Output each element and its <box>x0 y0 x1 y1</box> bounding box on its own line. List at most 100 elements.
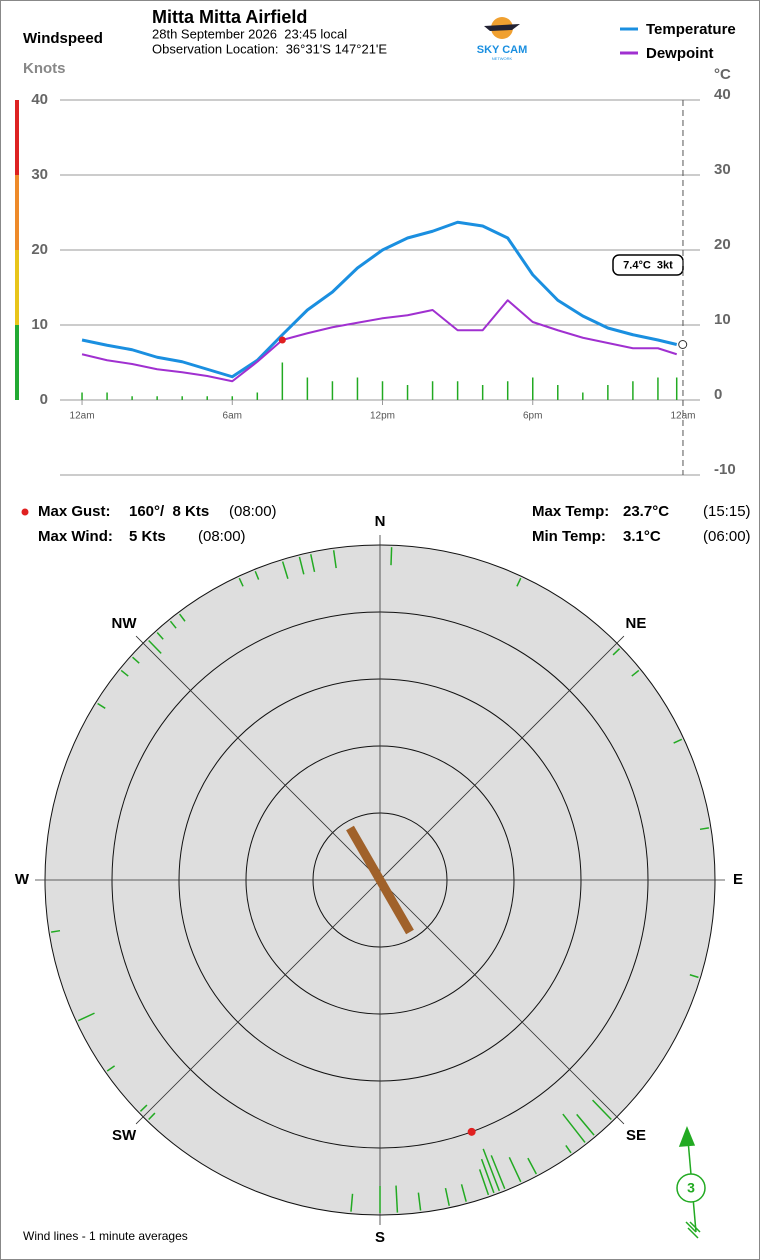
wind-line <box>444 1187 450 1206</box>
y2-tick-label: 0 <box>714 386 722 403</box>
logo-text: SKY CAM <box>477 44 528 56</box>
y-unit: Knots <box>23 60 66 77</box>
y-label: Windspeed <box>23 30 103 47</box>
stat-label: Max Temp: <box>532 503 609 520</box>
legend-label: Temperature <box>646 21 736 38</box>
wind-line <box>508 1157 522 1183</box>
wind-line <box>298 556 305 575</box>
y2-tick-label: 10 <box>714 311 731 328</box>
wind-line <box>156 632 164 640</box>
direction-label: E <box>733 871 743 888</box>
wind-line <box>699 827 710 831</box>
wind-line <box>350 1193 354 1212</box>
stat-value: 160°/ 8 Kts <box>129 503 209 520</box>
logo-sub: NETWORK <box>492 56 513 61</box>
speed-indicator <box>676 1125 706 1239</box>
wind-line <box>281 561 289 579</box>
y-tick-label: 20 <box>31 241 48 258</box>
direction-label: N <box>375 513 386 530</box>
wind-line <box>148 1112 156 1121</box>
wind-line <box>565 1144 572 1154</box>
y-tick-label: 40 <box>31 91 48 108</box>
speed-band <box>15 100 19 175</box>
wind-line <box>169 620 177 629</box>
legend-label: Dewpoint <box>646 45 714 62</box>
direction-label: SW <box>112 1127 137 1144</box>
wind-line <box>120 669 129 677</box>
y2-tick-label: -10 <box>714 461 736 478</box>
wind-line <box>480 1158 495 1194</box>
wind-line <box>106 1065 116 1072</box>
wind-line <box>482 1148 501 1192</box>
series-line <box>81 299 678 383</box>
stat-label: Max Gust: <box>38 503 111 520</box>
y-tick-label: 0 <box>40 391 48 408</box>
x-tick-label: 12am <box>670 411 695 422</box>
subtitle: 28th September 2026 23:45 local <box>152 26 347 41</box>
stat-time: (15:15) <box>703 503 751 520</box>
wind-line <box>148 639 162 654</box>
gust-point <box>467 1127 476 1136</box>
wind-line <box>139 1104 148 1112</box>
wind-line <box>50 929 61 933</box>
wind-line <box>673 738 683 744</box>
logo: SKY CAM NETWORK <box>477 17 528 61</box>
stat-value: 3.1°C <box>623 528 661 545</box>
wind-line <box>562 1113 586 1143</box>
wind-line <box>516 577 522 587</box>
speed-band <box>15 250 19 325</box>
wind-line <box>132 656 140 664</box>
y2-tick-label: 30 <box>714 161 731 178</box>
wind-line <box>395 1185 399 1213</box>
wind-line <box>332 550 337 569</box>
stat-time: (08:00) <box>198 528 246 545</box>
wind-line <box>77 1012 95 1022</box>
wind-line <box>490 1155 506 1190</box>
wind-line <box>390 547 393 566</box>
wind-line <box>97 702 106 709</box>
y2-unit: °C <box>714 66 731 83</box>
x-tick-label: 6pm <box>523 411 542 422</box>
speed-band <box>15 325 19 400</box>
stat-time: (08:00) <box>229 503 277 520</box>
y-tick-label: 30 <box>31 166 48 183</box>
direction-label: W <box>15 871 30 888</box>
current-marker <box>678 340 688 349</box>
current-speed: 3 <box>687 1180 695 1196</box>
current-label: 7.4°C 3kt <box>623 259 673 271</box>
wind-line <box>310 554 316 573</box>
location: Observation Location: 36°31'S 147°21'E <box>152 41 387 56</box>
gust-key <box>21 508 29 516</box>
current-wind <box>346 825 414 935</box>
gust-marker <box>278 336 286 344</box>
wind-line <box>417 1192 422 1211</box>
wind-line <box>478 1169 490 1196</box>
wind-line <box>576 1113 595 1136</box>
wind-line <box>631 669 640 677</box>
title: Mitta Mitta Airfield <box>152 7 307 27</box>
stat-time: (06:00) <box>703 528 751 545</box>
wind-line <box>178 613 186 622</box>
wind-line <box>592 1099 612 1121</box>
wind-line <box>527 1157 537 1175</box>
y2-tick-label: 40 <box>714 86 731 103</box>
series-line <box>81 220 678 379</box>
x-tick-label: 6am <box>223 411 242 422</box>
wind-line <box>238 577 244 587</box>
wind-line <box>254 570 260 580</box>
stat-value: 5 Kts <box>129 528 166 545</box>
direction-label: SE <box>626 1127 646 1144</box>
wind-line <box>689 974 699 979</box>
direction-label: NE <box>626 615 647 632</box>
stat-label: Min Temp: <box>532 528 606 545</box>
x-tick-label: 12pm <box>370 411 395 422</box>
x-tick-label: 12am <box>70 411 95 422</box>
wind-line <box>460 1184 467 1202</box>
direction-label: NW <box>112 615 138 632</box>
stat-label: Max Wind: <box>38 528 113 545</box>
stat-value: 23.7°C <box>623 503 669 520</box>
wind-line <box>612 648 621 656</box>
y-tick-label: 10 <box>31 316 48 333</box>
speed-band <box>15 175 19 250</box>
